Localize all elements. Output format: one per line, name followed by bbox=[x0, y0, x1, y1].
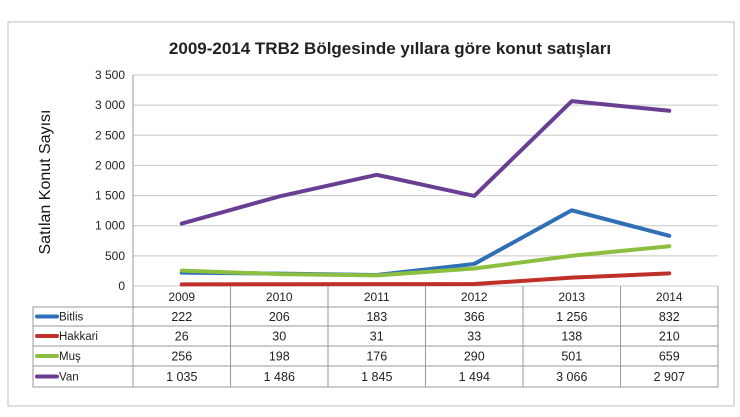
y-tick-label: 1 500 bbox=[95, 189, 125, 203]
series-line-van bbox=[179, 99, 672, 226]
data-label: 3 066 bbox=[556, 370, 587, 384]
x-category-label: 2013 bbox=[558, 290, 585, 304]
data-label: 138 bbox=[561, 330, 582, 344]
chart-frame bbox=[7, 21, 735, 407]
y-tick-label: 1 000 bbox=[95, 219, 125, 233]
series-line-hakkari bbox=[179, 271, 672, 287]
y-tick-label: 0 bbox=[118, 279, 125, 293]
data-label: 33 bbox=[467, 330, 481, 344]
y-tick-label: 2 000 bbox=[95, 158, 125, 172]
y-tick-label: 3 000 bbox=[95, 98, 125, 112]
y-tick-label: 500 bbox=[105, 249, 125, 263]
data-label: 501 bbox=[561, 350, 582, 364]
data-label: 1 035 bbox=[166, 370, 197, 384]
data-label: 198 bbox=[269, 350, 290, 364]
data-label: 176 bbox=[366, 350, 387, 364]
data-label: 1 256 bbox=[556, 310, 587, 324]
data-label: 2 907 bbox=[654, 370, 685, 384]
legend-label: Hakkari bbox=[59, 331, 98, 343]
data-label: 26 bbox=[175, 330, 189, 344]
x-category-label: 2011 bbox=[364, 290, 390, 304]
x-category-label: 2012 bbox=[461, 290, 488, 304]
y-tick-label: 2 500 bbox=[95, 128, 125, 142]
data-label: 1 845 bbox=[361, 370, 392, 384]
series-line-muş bbox=[179, 244, 672, 278]
data-label: 30 bbox=[272, 330, 286, 344]
data-label: 366 bbox=[464, 310, 485, 324]
y-axis-label: Satılan Konut Sayısı bbox=[37, 110, 54, 255]
data-label: 256 bbox=[171, 350, 192, 364]
data-label: 31 bbox=[370, 330, 384, 344]
legend-label: Bitlis bbox=[59, 312, 84, 324]
data-label: 832 bbox=[659, 310, 680, 324]
data-label: 659 bbox=[659, 350, 680, 364]
y-tick-label: 3 500 bbox=[95, 68, 125, 82]
x-category-label: 2014 bbox=[656, 290, 683, 304]
legend-label: Van bbox=[59, 372, 79, 384]
data-label: 1 486 bbox=[264, 370, 295, 384]
data-label: 1 494 bbox=[459, 370, 490, 384]
legend-label: Muş bbox=[59, 351, 81, 363]
data-label: 222 bbox=[171, 310, 192, 324]
data-label: 210 bbox=[659, 330, 680, 344]
data-label: 290 bbox=[464, 350, 485, 364]
data-label: 206 bbox=[269, 310, 290, 324]
data-label: 183 bbox=[366, 310, 387, 324]
chart-title: 2009-2014 TRB2 Bölgesinde yıllara göre k… bbox=[169, 39, 611, 58]
x-category-label: 2010 bbox=[266, 290, 293, 304]
x-category-label: 2009 bbox=[168, 290, 195, 304]
